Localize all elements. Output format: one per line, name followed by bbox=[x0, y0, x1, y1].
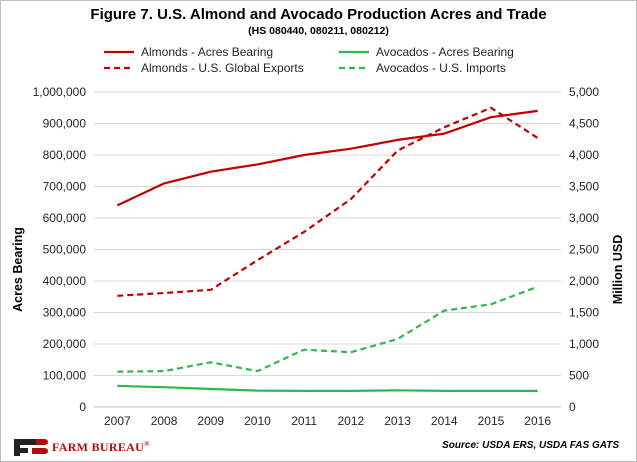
y-right-tick-label: 0 bbox=[569, 400, 576, 414]
y-left-tick-label: 800,000 bbox=[43, 148, 87, 162]
y-right-tick-label: 4,500 bbox=[569, 117, 599, 131]
x-tick-label: 2014 bbox=[431, 414, 458, 428]
y-left-tick-label: 400,000 bbox=[43, 274, 87, 288]
x-tick-label: 2016 bbox=[524, 414, 551, 428]
legend-label: Avocados - Acres Bearing bbox=[376, 45, 514, 59]
y-right-tick-label: 2,000 bbox=[569, 274, 599, 288]
y-left-tick-label: 200,000 bbox=[43, 337, 87, 351]
y-right-axis-title: Million USD bbox=[611, 235, 625, 304]
x-tick-label: 2013 bbox=[384, 414, 411, 428]
y-right-tick-label: 3,000 bbox=[569, 211, 599, 225]
y-right-tick-label: 5,000 bbox=[569, 85, 599, 99]
y-right-tick-label: 3,500 bbox=[569, 180, 599, 194]
farm-bureau-logo: FARM BUREAU® bbox=[14, 436, 150, 458]
y-left-tick-label: 0 bbox=[79, 400, 86, 414]
legend-label: Almonds - Acres Bearing bbox=[141, 45, 273, 59]
chart-subtitle: (HS 080440, 080211, 080212) bbox=[248, 25, 389, 37]
x-tick-label: 2009 bbox=[197, 414, 224, 428]
y-right-tick-label: 4,000 bbox=[569, 148, 599, 162]
series-line-3 bbox=[117, 384, 538, 392]
series-line-4 bbox=[117, 285, 539, 373]
legend-label: Almonds - U.S. Global Exports bbox=[141, 61, 304, 75]
x-tick-label: 2011 bbox=[291, 414, 317, 428]
source-note: Source: USDA ERS, USDA FAS GATS bbox=[442, 440, 619, 451]
y-left-axis-title: Acres Bearing bbox=[11, 227, 25, 312]
x-tick-label: 2008 bbox=[151, 414, 178, 428]
x-tick-label: 2010 bbox=[244, 414, 271, 428]
farm-bureau-logo-text: FARM BUREAU® bbox=[52, 439, 150, 454]
y-left-tick-label: 300,000 bbox=[43, 306, 87, 320]
farm-bureau-logo-icon bbox=[14, 439, 48, 456]
y-right-tick-label: 2,500 bbox=[569, 243, 599, 257]
y-right-tick-label: 500 bbox=[569, 369, 589, 383]
y-left-tick-label: 600,000 bbox=[43, 211, 87, 225]
y-left-tick-label: 100,000 bbox=[43, 369, 87, 383]
series-line-1 bbox=[116, 109, 538, 207]
chart-title: Figure 7. U.S. Almond and Avocado Produc… bbox=[90, 6, 547, 23]
x-tick-label: 2015 bbox=[478, 414, 505, 428]
x-tick-label: 2012 bbox=[337, 414, 364, 428]
legend-label: Avocados - U.S. Imports bbox=[376, 61, 506, 75]
y-left-tick-label: 700,000 bbox=[43, 180, 87, 194]
series-line-2 bbox=[117, 106, 539, 297]
y-right-tick-label: 1,000 bbox=[569, 337, 599, 351]
y-left-tick-label: 1,000,000 bbox=[33, 85, 87, 99]
y-left-tick-label: 900,000 bbox=[43, 117, 87, 131]
y-right-tick-label: 1,500 bbox=[569, 306, 599, 320]
y-left-tick-label: 500,000 bbox=[43, 243, 87, 257]
x-tick-label: 2007 bbox=[104, 414, 131, 428]
